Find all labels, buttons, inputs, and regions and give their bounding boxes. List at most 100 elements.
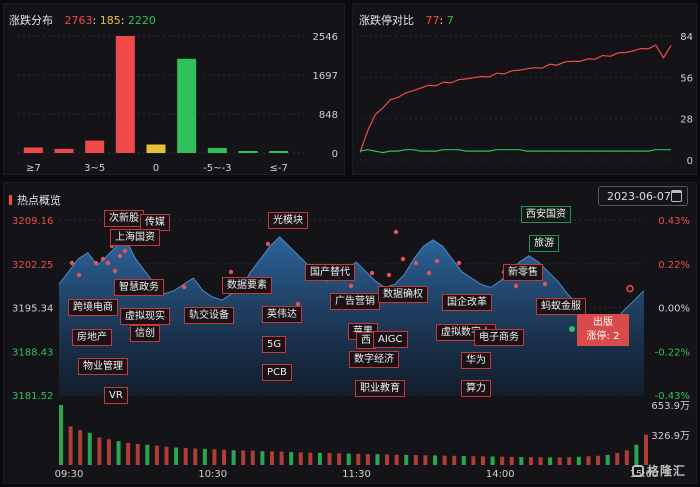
hot-tag[interactable]: 电子商务: [474, 329, 524, 346]
hot-tag[interactable]: 英伟达: [262, 306, 302, 323]
hot-tag[interactable]: 华为: [461, 352, 491, 369]
hot-tag[interactable]: 轨交设备: [184, 307, 234, 324]
volume-bar: [174, 447, 179, 465]
limit-ratio-panel: 涨跌停对比 77: 7 0 28 56 84: [352, 3, 697, 175]
hot-ytick-right: -0.43%: [655, 391, 690, 402]
hot-tag[interactable]: VR: [104, 387, 128, 404]
date-picker[interactable]: 2023-06-07: [598, 186, 688, 206]
hot-tag[interactable]: 职业教育: [355, 380, 405, 397]
hot-tag[interactable]: 物业管理: [78, 358, 128, 375]
hot-dot: [400, 256, 406, 262]
volume-bar: [269, 451, 274, 465]
volume-bar: [404, 454, 409, 465]
dist-xtick-label: -5~-3: [203, 163, 231, 174]
hot-tag[interactable]: AIGC: [373, 331, 408, 348]
volume-bar: [442, 455, 447, 465]
volume-bar: [596, 455, 601, 465]
hot-tag[interactable]: 新零售: [503, 264, 543, 281]
hot-dot: [456, 260, 462, 266]
hot-tag[interactable]: 国企改革: [442, 294, 492, 311]
down-count: 2220: [127, 14, 156, 27]
hot-dot: [542, 281, 548, 287]
volume-bar: [317, 452, 322, 465]
hot-dot: [100, 256, 106, 262]
volume-bar: [59, 405, 63, 465]
hot-dot: [434, 258, 440, 264]
hot-ytick-right: 0.22%: [658, 260, 690, 271]
volume-bar: [222, 449, 227, 465]
sep-2: :: [120, 14, 125, 27]
hot-tag[interactable]: 虚拟现实: [120, 308, 170, 325]
dist-bar: [177, 58, 197, 154]
limit-up-popup: 出版 涨停: 2: [577, 314, 629, 346]
hot-dot: [513, 283, 519, 289]
hot-tag[interactable]: 西安国资: [521, 206, 571, 223]
volume-bar: [183, 448, 188, 465]
volume-bar: [509, 456, 514, 465]
hot-xtick-label: 15:00: [630, 469, 659, 480]
volume-bar: [576, 456, 581, 465]
hot-dot: [181, 284, 187, 290]
title-accent-bar: [9, 195, 12, 205]
volume-bar: [279, 451, 284, 465]
volume-bar: [528, 457, 533, 465]
volume-bar: [394, 454, 399, 465]
hot-tag[interactable]: 算力: [461, 380, 491, 397]
dist-xtick-label: ≥7: [26, 163, 41, 174]
dist-bar: [207, 147, 227, 153]
hot-ytick-left: 3195.34: [12, 304, 53, 315]
volume-bar: [346, 453, 351, 465]
hot-tag[interactable]: 数据确权: [378, 286, 428, 303]
calendar-icon[interactable]: [671, 190, 682, 202]
distribution-title: 涨跌分布: [9, 14, 53, 27]
dist-ytick-label: 2546: [313, 32, 338, 43]
hot-tag[interactable]: 5G: [262, 336, 287, 353]
hot-tag[interactable]: 信创: [130, 325, 160, 342]
hot-tag[interactable]: 数据要素: [222, 277, 272, 294]
hot-tag[interactable]: 跨境电商: [68, 299, 118, 316]
vol-tick: 653.9万: [651, 401, 690, 412]
volume-bar: [433, 455, 438, 465]
hot-tag[interactable]: 房地产: [72, 329, 112, 346]
volume-bar: [231, 450, 236, 465]
hot-tag[interactable]: 国产替代: [305, 264, 355, 281]
hot-ytick-left: 3202.25: [12, 260, 53, 271]
dist-xtick-label: 3~5: [84, 163, 105, 174]
hot-tag[interactable]: PCB: [262, 364, 292, 381]
volume-bar: [289, 452, 294, 465]
hot-tag[interactable]: 光模块: [268, 212, 308, 229]
volume-bar: [260, 451, 265, 465]
distribution-panel: 涨跌分布 2763: 185: 2220 0 848 1697 2546 ≥7 3~5 0 -…: [3, 3, 345, 175]
volume-bar: [557, 457, 562, 465]
volume-bar: [644, 434, 648, 465]
dist-bar: [146, 144, 166, 153]
volume-bar: [164, 446, 169, 465]
hot-ytick-right: -0.22%: [655, 347, 690, 358]
hot-dot: [348, 283, 354, 289]
volume-bar: [500, 456, 505, 465]
hot-xtick-label: 09:30: [55, 469, 84, 480]
flat-count: 185: [99, 14, 121, 27]
hot-tag[interactable]: 数字经济: [349, 351, 399, 368]
hot-dot: [228, 269, 234, 275]
hot-tag[interactable]: 上海国资: [110, 229, 160, 246]
index-end-marker: [626, 284, 634, 293]
hot-dot: [76, 272, 82, 278]
hot-dot: [369, 270, 375, 276]
hot-tag[interactable]: 智慧政务: [114, 279, 164, 296]
hot-tag[interactable]: 次新股: [104, 210, 144, 227]
hot-tag[interactable]: 旅游: [529, 235, 559, 252]
volume-bar: [586, 456, 591, 465]
hot-ytick-right: 0.43%: [658, 216, 690, 227]
limit-ratio-line-chart: 0 28 56 84: [359, 32, 693, 167]
hot-xtick-label: 14:00: [486, 469, 515, 480]
logo-icon: [632, 465, 644, 477]
volume-bar: [567, 457, 572, 465]
ratio-title-row: 涨跌停对比 77: 7: [359, 12, 454, 28]
volume-bar: [413, 455, 418, 465]
volume-bar: [538, 457, 543, 465]
hot-tag[interactable]: 蚂蚁金服: [536, 298, 586, 315]
hot-dot: [69, 260, 75, 266]
hot-tag[interactable]: 广告营销: [330, 293, 380, 310]
hot-dot: [265, 241, 271, 247]
